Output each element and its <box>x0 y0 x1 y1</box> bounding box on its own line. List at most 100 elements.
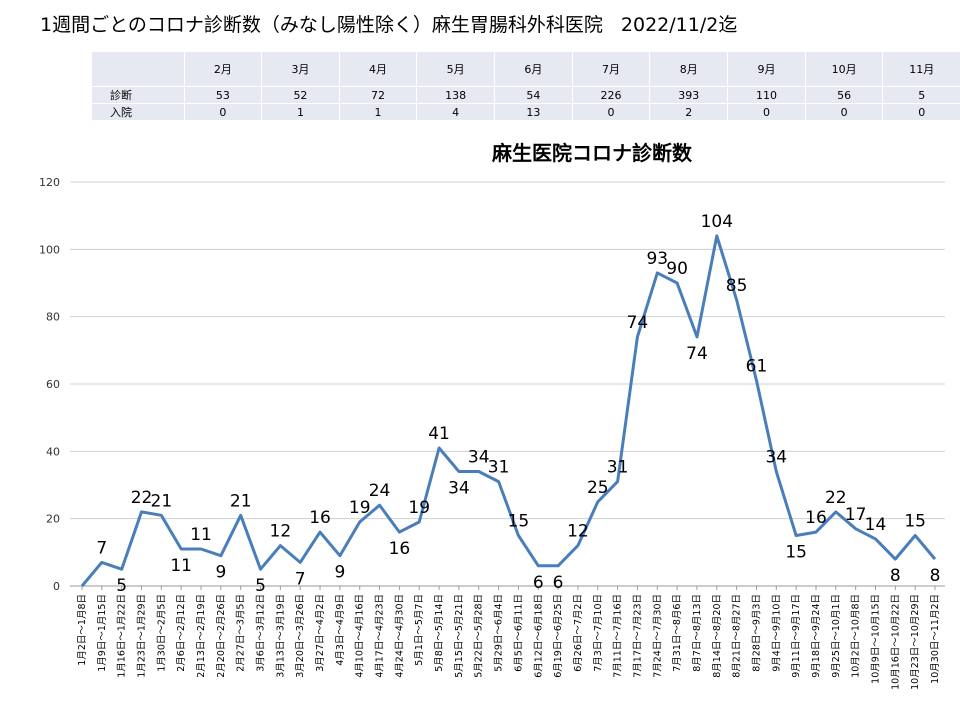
x-axis-ticks: 1月2日～1月8日 1月9日～1月15日 1月16日～1月22日 1月23日～1月29… <box>77 586 941 690</box>
x-tick-label: 10月23日～10月29日 <box>910 594 921 690</box>
data-label: 34 <box>448 479 470 499</box>
data-label: 6 <box>553 573 564 593</box>
x-tick-label: 9月18日～9月24日 <box>811 594 822 678</box>
data-label: 19 <box>349 498 371 518</box>
x-tick-label: 4月10日～4月16日 <box>355 594 366 678</box>
data-label: 74 <box>686 344 708 364</box>
data-label: 15 <box>508 512 530 532</box>
x-tick-label: 6月12日～6月18日 <box>533 594 544 678</box>
data-label: 12 <box>567 522 589 542</box>
table-cell: 2 <box>649 103 728 120</box>
table-cell: 53 <box>183 86 262 104</box>
data-label: 31 <box>607 458 629 478</box>
y-axis-ticks: 0 20 40 60 80 100 120 <box>39 176 60 593</box>
summary-corner-cell <box>92 52 185 87</box>
data-label: 61 <box>746 357 768 377</box>
summary-header-row: 2月 3月 4月 5月 6月 7月 8月 9月 10月 11月 <box>92 52 960 87</box>
x-tick-label: 4月3日～4月9日 <box>335 594 346 666</box>
x-tick-label: 6月19日～6月25日 <box>553 594 564 678</box>
x-tick-label: 8月7日～8月13日 <box>692 594 703 672</box>
data-label: 15 <box>904 512 926 532</box>
table-cell: 226 <box>571 86 650 104</box>
table-cell: 0 <box>183 103 262 120</box>
x-tick-label: 6月26日～7月2日 <box>573 594 584 672</box>
x-tick-label: 7月11日～7月16日 <box>613 594 624 678</box>
month-header-cell: 11月 <box>882 52 960 87</box>
data-label: 5 <box>116 576 127 596</box>
data-label: 24 <box>369 481 391 501</box>
table-cell: 4 <box>416 103 495 120</box>
data-label: 22 <box>825 488 847 508</box>
data-label: 85 <box>726 276 748 296</box>
table-cell: 5 <box>882 86 960 104</box>
x-tick-label: 10月16日～10月22日 <box>890 594 901 690</box>
data-label: 31 <box>488 458 510 478</box>
month-header-cell: 7月 <box>571 52 650 87</box>
table-cell: 0 <box>804 103 883 120</box>
data-label: 16 <box>309 508 331 528</box>
data-label: 7 <box>295 569 306 589</box>
table-cell: 72 <box>338 86 417 104</box>
summary-row-hospitalized: 入院 0 1 1 4 13 0 2 0 0 0 <box>92 103 960 120</box>
row-label: 入院 <box>92 103 185 120</box>
chart-title: 麻生医院コロナ診断数 <box>491 141 693 165</box>
x-tick-label: 7月31日～8月6日 <box>672 594 683 672</box>
table-cell: 1 <box>261 103 340 120</box>
x-tick-label: 3月6日～3月12日 <box>256 594 267 672</box>
data-label: 21 <box>230 491 252 511</box>
data-label: 9 <box>334 563 345 583</box>
x-tick-label: 1月30日～2月5日 <box>156 594 167 672</box>
page-date: 2022/11/2迄 <box>620 14 738 36</box>
data-label: 7 <box>96 538 107 558</box>
x-tick-label: 10月9日～10月15日 <box>870 594 881 684</box>
y-tick-label: 0 <box>53 580 60 593</box>
data-label: 11 <box>190 525 212 545</box>
x-tick-label: 5月22日～5月28日 <box>474 594 485 678</box>
data-label: 9 <box>215 563 226 583</box>
y-tick-label: 100 <box>39 243 60 256</box>
x-tick-label: 1月16日～1月22日 <box>117 594 128 678</box>
table-cell: 0 <box>882 103 960 120</box>
x-tick-label: 7月24日～7月30日 <box>652 594 663 678</box>
data-label: 16 <box>805 508 827 528</box>
summary-row-diagnosis: 診断 53 52 72 138 54 226 393 110 56 5 <box>92 86 960 104</box>
data-label: 8 <box>890 566 901 586</box>
x-tick-label: 9月4日～9月10日 <box>771 594 782 672</box>
data-label: 11 <box>170 556 192 576</box>
month-header-cell: 3月 <box>261 52 340 87</box>
x-tick-label: 5月8日～5月14日 <box>434 594 445 672</box>
y-tick-label: 60 <box>46 378 60 391</box>
x-tick-label: 2月6日～2月12日 <box>176 594 187 672</box>
x-tick-label: 1月23日～1月29日 <box>137 594 148 678</box>
month-header-cell: 8月 <box>649 52 728 87</box>
x-tick-label: 7月3日～7月10日 <box>593 594 604 672</box>
x-tick-label: 3月13日～3月19日 <box>275 594 286 678</box>
x-tick-label: 7月17日～7月23日 <box>632 594 643 678</box>
data-label: 93 <box>646 249 668 269</box>
data-label: 19 <box>408 498 430 518</box>
x-tick-label: 10月30日～11月2日 <box>930 594 941 684</box>
x-tick-label: 8月21日～8月27日 <box>732 594 743 678</box>
page-title: 1週間ごとのコロナ診断数（みなし陽性除く）麻生胃腸科外科医院 <box>40 14 603 36</box>
month-header-cell: 10月 <box>804 52 883 87</box>
data-label: 12 <box>270 522 292 542</box>
row-label: 診断 <box>92 86 185 104</box>
data-label: 6 <box>533 573 544 593</box>
x-tick-label: 2月20日～2月26日 <box>216 594 227 678</box>
month-header-cell: 2月 <box>183 52 262 87</box>
x-tick-label: 4月24日～4月30日 <box>394 594 405 678</box>
x-tick-label: 5月15日～5月21日 <box>454 594 465 678</box>
x-tick-label: 3月20日～3月26日 <box>295 594 306 678</box>
month-header-cell: 5月 <box>416 52 495 87</box>
table-cell: 54 <box>494 86 573 104</box>
x-tick-label: 6月5日～6月11日 <box>513 594 524 672</box>
data-label: 25 <box>587 478 609 498</box>
series-line <box>80 234 937 587</box>
table-cell: 1 <box>338 103 417 120</box>
y-tick-label: 80 <box>46 311 60 324</box>
data-label: 8 <box>930 566 941 586</box>
table-cell: 13 <box>494 103 573 120</box>
data-label: 14 <box>865 515 887 535</box>
table-cell: 393 <box>649 86 728 104</box>
y-tick-label: 20 <box>46 513 60 526</box>
